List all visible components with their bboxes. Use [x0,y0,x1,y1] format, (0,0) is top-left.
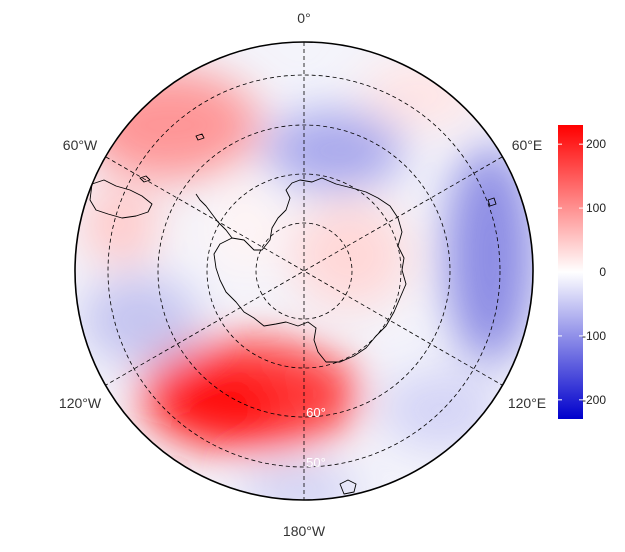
falkland-islands [139,175,151,183]
kerguelen [487,197,497,207]
lon-label-120e: 120°E [508,395,546,411]
lon-label-180w: 180°W [283,523,326,539]
tasmania [339,479,357,495]
south-america-tip [89,179,153,219]
latitude-circle-60 [157,124,451,418]
map-border [74,41,534,501]
coastlines [89,133,497,495]
colorbar-ticks: 200 100 0 -100 -200 [558,137,606,407]
latitude-circle-70 [206,173,402,369]
graticule [105,42,503,500]
lat-label-60: 60° [306,405,326,420]
colorbar-gradient [558,125,583,419]
lon-label-60w: 60°W [63,137,98,153]
anomaly-field [75,42,533,500]
meridian-60e-120w [105,156,503,386]
latitude-circle-50 [107,74,501,468]
latitude-circle-80 [255,222,353,320]
lon-label-60e: 60°E [512,137,543,153]
colorbar-tick-label: 200 [586,137,606,151]
lon-label-120w: 120°W [59,395,102,411]
colorbar-tick-label: 0 [599,265,606,279]
colorbar-tick-label: -100 [582,329,606,343]
lon-label-0: 0° [297,10,310,26]
lat-label-50: 50° [306,455,326,470]
antarctic-peninsula [195,193,233,239]
colorbar-tick-label: -200 [582,393,606,407]
colorbar-tick-label: 100 [586,201,606,215]
antarctica-coastline [213,177,407,363]
meridian-60w-120e [105,156,503,386]
south-georgia [195,133,205,141]
colorbar: 200 100 0 -100 -200 [558,125,606,419]
